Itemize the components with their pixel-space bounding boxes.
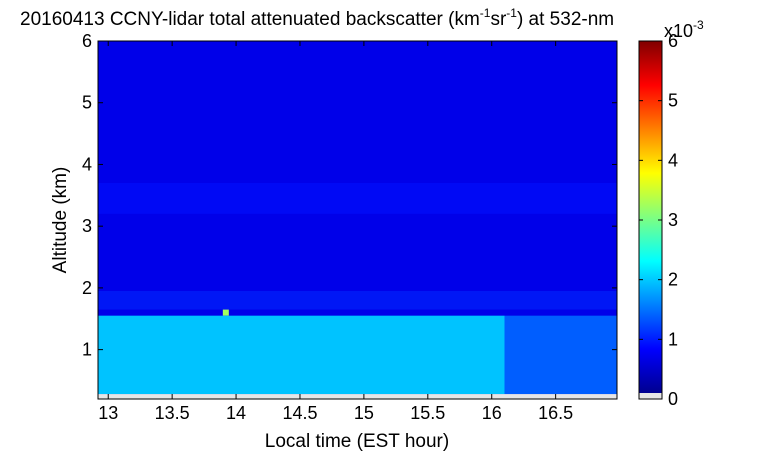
y-tick-label: 5 [82, 93, 92, 113]
colorbar-tick-label: 6 [668, 31, 678, 51]
y-axis-ticks: 1 2 3 4 5 6 [82, 31, 617, 360]
colorbar-multiplier: x10-3 [664, 18, 704, 41]
heatmap-hotspot [222, 309, 229, 316]
x-axis-label: Local time (EST hour) [265, 431, 449, 452]
x-tick-label: 13 [98, 403, 118, 423]
y-axis-label: Altitude (km) [50, 167, 71, 274]
x-tick-label: 13.5 [155, 403, 190, 423]
colorbar-tick-label: 0 [668, 389, 678, 409]
colorbar-tick-label: 1 [668, 329, 678, 349]
x-axis-ticks: 13 13.5 14 14.5 15 15.5 16 16.5 [98, 41, 573, 423]
x-tick-label: 16 [482, 403, 502, 423]
x-tick-label: 15 [354, 403, 374, 423]
colorbar-gradient [639, 41, 662, 393]
x-tick-label: 16.5 [538, 403, 573, 423]
y-tick-label: 2 [82, 278, 92, 298]
heatmap-plot-area [97, 40, 618, 400]
y-tick-label: 3 [82, 216, 92, 236]
colorbar-under-swatch [639, 393, 662, 399]
x-tick-label: 14.5 [282, 403, 317, 423]
chart-title: 20160413 CCNY-lidar total attenuated bac… [20, 6, 614, 30]
y-tick-label: 4 [82, 154, 92, 174]
heatmap-band-free-troposphere [98, 41, 617, 288]
y-tick-label: 6 [82, 31, 92, 51]
heatmap-band-aerosol-layer [98, 290, 617, 310]
heatmap-cell-boundary-layer-aerosol [504, 315, 617, 395]
colorbar-tick-label: 2 [668, 270, 678, 290]
heatmap-cell-boundary-layer-aerosol [98, 315, 505, 395]
colorbar-tick-label: 4 [668, 150, 678, 170]
x-tick-label: 14 [226, 403, 246, 423]
y-tick-label: 1 [82, 340, 92, 360]
colorbar-ticks: 0 1 2 3 4 5 6 [639, 31, 678, 409]
colorbar: 0 1 2 3 4 5 6 x10-3 [638, 18, 704, 409]
x-tick-label: 15.5 [410, 403, 445, 423]
colorbar-tick-label: 5 [668, 91, 678, 111]
heatmap-band-elevated-layer [98, 182, 617, 214]
plot-frame [97, 40, 618, 400]
colorbar-tick-label: 3 [668, 210, 678, 230]
heatmap-no-data-band [98, 394, 617, 399]
